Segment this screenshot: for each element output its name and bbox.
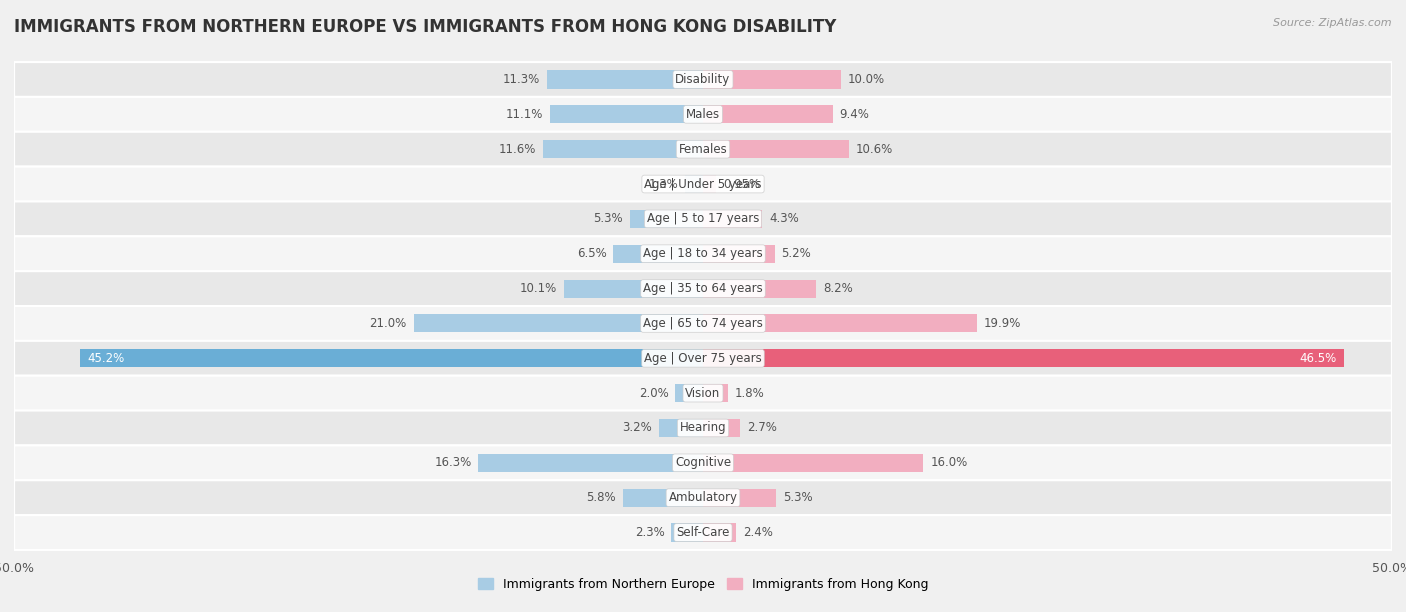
FancyBboxPatch shape bbox=[14, 306, 1392, 341]
Text: 6.5%: 6.5% bbox=[576, 247, 606, 260]
Text: Females: Females bbox=[679, 143, 727, 155]
Bar bbox=[630, 210, 703, 228]
Text: 2.3%: 2.3% bbox=[634, 526, 665, 539]
Text: 8.2%: 8.2% bbox=[823, 282, 852, 295]
FancyBboxPatch shape bbox=[14, 271, 1392, 306]
Text: IMMIGRANTS FROM NORTHERN EUROPE VS IMMIGRANTS FROM HONG KONG DISABILITY: IMMIGRANTS FROM NORTHERN EUROPE VS IMMIG… bbox=[14, 18, 837, 36]
FancyBboxPatch shape bbox=[14, 376, 1392, 411]
Bar bbox=[478, 453, 703, 472]
Bar bbox=[543, 140, 703, 159]
Text: 0.95%: 0.95% bbox=[723, 177, 761, 190]
Bar bbox=[623, 488, 703, 507]
FancyBboxPatch shape bbox=[14, 446, 1392, 480]
Text: Disability: Disability bbox=[675, 73, 731, 86]
Text: Age | 35 to 64 years: Age | 35 to 64 years bbox=[643, 282, 763, 295]
Text: 16.0%: 16.0% bbox=[931, 457, 967, 469]
FancyBboxPatch shape bbox=[14, 236, 1392, 271]
Text: 11.3%: 11.3% bbox=[503, 73, 540, 86]
Text: 10.1%: 10.1% bbox=[520, 282, 557, 295]
Text: 3.2%: 3.2% bbox=[623, 422, 652, 435]
Text: 1.8%: 1.8% bbox=[735, 387, 765, 400]
Text: 2.7%: 2.7% bbox=[747, 422, 778, 435]
Text: 4.3%: 4.3% bbox=[769, 212, 799, 225]
Text: Age | 5 to 17 years: Age | 5 to 17 years bbox=[647, 212, 759, 225]
Bar bbox=[703, 175, 716, 193]
Bar bbox=[703, 210, 762, 228]
Legend: Immigrants from Northern Europe, Immigrants from Hong Kong: Immigrants from Northern Europe, Immigra… bbox=[472, 573, 934, 596]
Text: 10.6%: 10.6% bbox=[856, 143, 893, 155]
FancyBboxPatch shape bbox=[14, 411, 1392, 446]
FancyBboxPatch shape bbox=[14, 341, 1392, 376]
Text: 5.8%: 5.8% bbox=[586, 491, 616, 504]
Text: 45.2%: 45.2% bbox=[87, 352, 124, 365]
FancyBboxPatch shape bbox=[14, 132, 1392, 166]
Text: Age | 18 to 34 years: Age | 18 to 34 years bbox=[643, 247, 763, 260]
Text: Ambulatory: Ambulatory bbox=[668, 491, 738, 504]
Text: Self-Care: Self-Care bbox=[676, 526, 730, 539]
FancyBboxPatch shape bbox=[14, 201, 1392, 236]
Bar bbox=[671, 523, 703, 542]
Bar bbox=[550, 105, 703, 124]
Text: Vision: Vision bbox=[685, 387, 721, 400]
Text: 21.0%: 21.0% bbox=[370, 317, 406, 330]
Text: 5.3%: 5.3% bbox=[593, 212, 623, 225]
Bar bbox=[703, 453, 924, 472]
FancyBboxPatch shape bbox=[14, 166, 1392, 201]
Bar bbox=[685, 175, 703, 193]
FancyBboxPatch shape bbox=[14, 62, 1392, 97]
Bar bbox=[703, 105, 832, 124]
Text: Source: ZipAtlas.com: Source: ZipAtlas.com bbox=[1274, 18, 1392, 28]
Text: Cognitive: Cognitive bbox=[675, 457, 731, 469]
Text: Age | Under 5 years: Age | Under 5 years bbox=[644, 177, 762, 190]
FancyBboxPatch shape bbox=[14, 480, 1392, 515]
Bar bbox=[659, 419, 703, 437]
Text: 11.6%: 11.6% bbox=[499, 143, 536, 155]
Text: 19.9%: 19.9% bbox=[984, 317, 1022, 330]
Bar bbox=[613, 245, 703, 263]
Bar bbox=[703, 280, 815, 297]
Bar bbox=[703, 349, 1344, 367]
Bar bbox=[564, 280, 703, 297]
Bar bbox=[703, 384, 728, 402]
Text: 1.3%: 1.3% bbox=[648, 177, 678, 190]
Bar bbox=[703, 245, 775, 263]
Bar bbox=[413, 315, 703, 332]
Text: 2.0%: 2.0% bbox=[638, 387, 669, 400]
FancyBboxPatch shape bbox=[14, 97, 1392, 132]
Bar bbox=[675, 384, 703, 402]
Text: Hearing: Hearing bbox=[679, 422, 727, 435]
Bar bbox=[703, 140, 849, 159]
Bar bbox=[703, 70, 841, 89]
Text: Age | Over 75 years: Age | Over 75 years bbox=[644, 352, 762, 365]
Text: 11.1%: 11.1% bbox=[506, 108, 543, 121]
Text: 16.3%: 16.3% bbox=[434, 457, 471, 469]
Text: 46.5%: 46.5% bbox=[1299, 352, 1337, 365]
Text: 5.3%: 5.3% bbox=[783, 491, 813, 504]
Text: Males: Males bbox=[686, 108, 720, 121]
Bar bbox=[80, 349, 703, 367]
Bar bbox=[547, 70, 703, 89]
Bar bbox=[703, 419, 740, 437]
Text: 10.0%: 10.0% bbox=[848, 73, 884, 86]
Text: 5.2%: 5.2% bbox=[782, 247, 811, 260]
Text: Age | 65 to 74 years: Age | 65 to 74 years bbox=[643, 317, 763, 330]
Bar bbox=[703, 488, 776, 507]
FancyBboxPatch shape bbox=[14, 515, 1392, 550]
Text: 9.4%: 9.4% bbox=[839, 108, 869, 121]
Bar bbox=[703, 523, 737, 542]
Bar bbox=[703, 315, 977, 332]
Text: 2.4%: 2.4% bbox=[742, 526, 773, 539]
